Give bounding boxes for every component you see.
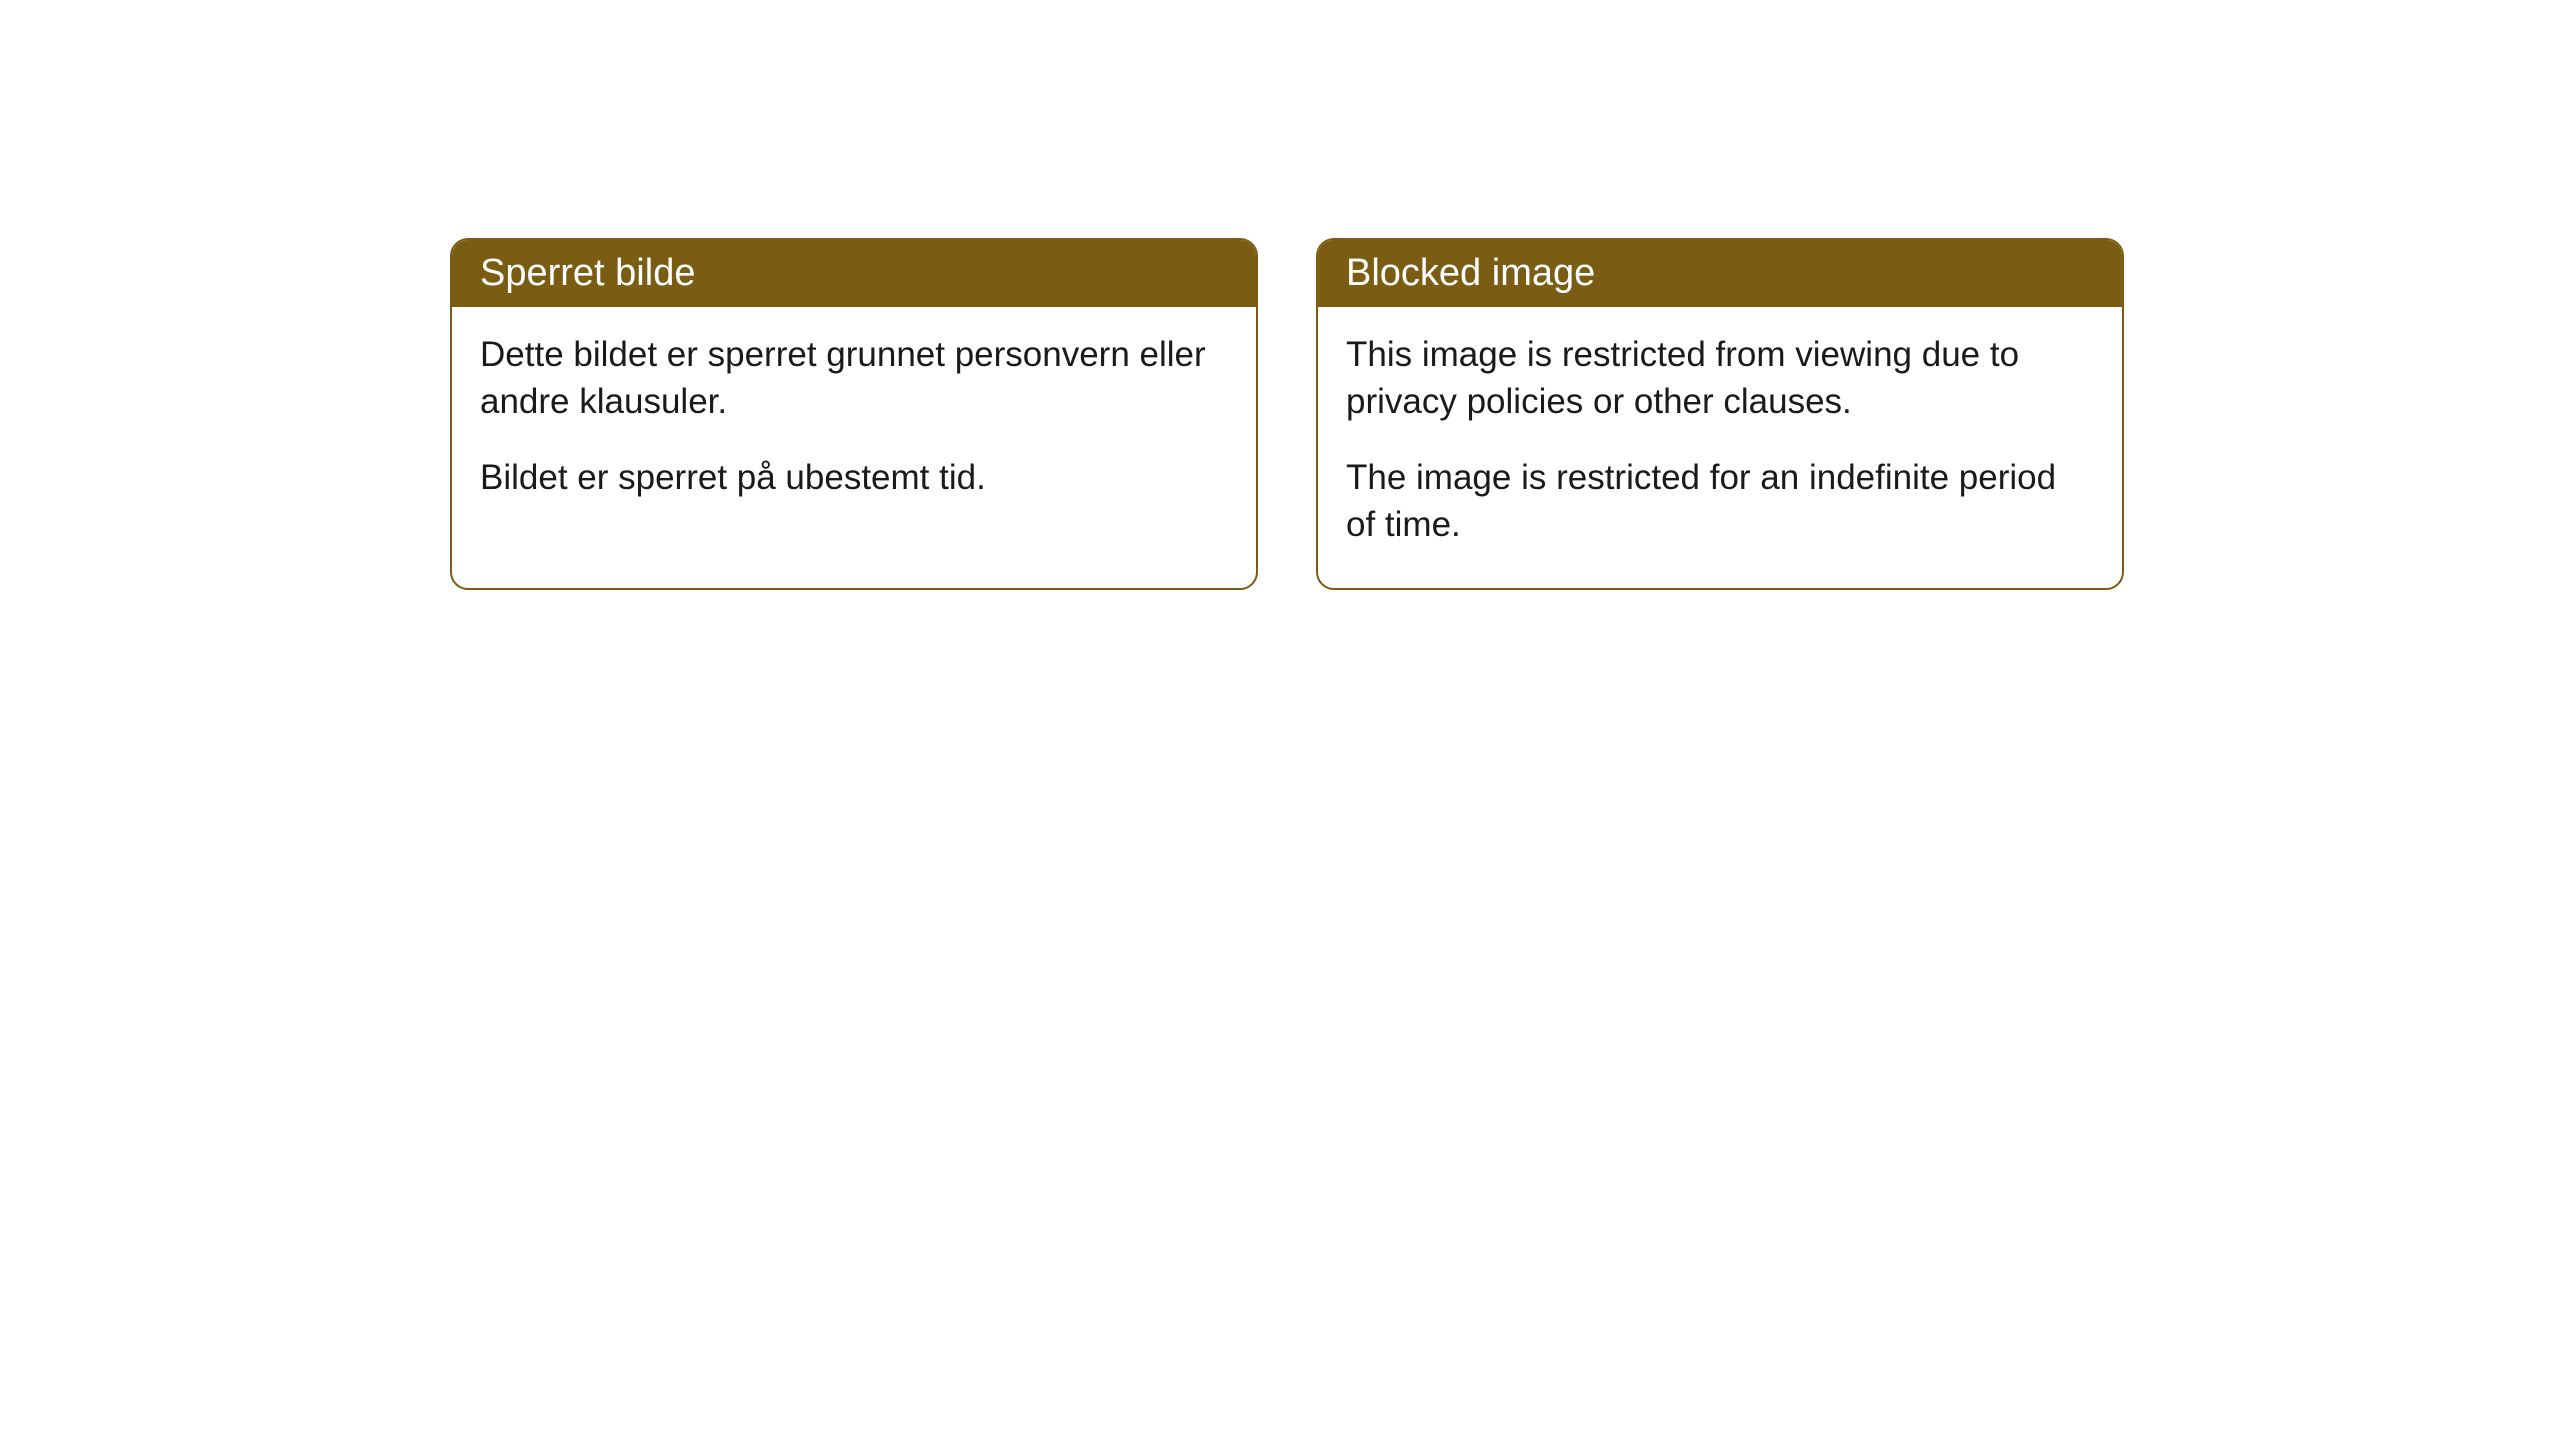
card-paragraph: Dette bildet er sperret grunnet personve… bbox=[480, 331, 1228, 426]
card-header: Sperret bilde bbox=[452, 240, 1256, 307]
cards-container: Sperret bilde Dette bildet er sperret gr… bbox=[450, 238, 2124, 590]
card-body: This image is restricted from viewing du… bbox=[1318, 307, 2122, 588]
card-header: Blocked image bbox=[1318, 240, 2122, 307]
card-paragraph: Bildet er sperret på ubestemt tid. bbox=[480, 454, 1228, 501]
blocked-image-card-norwegian: Sperret bilde Dette bildet er sperret gr… bbox=[450, 238, 1258, 590]
card-paragraph: The image is restricted for an indefinit… bbox=[1346, 454, 2094, 549]
blocked-image-card-english: Blocked image This image is restricted f… bbox=[1316, 238, 2124, 590]
card-paragraph: This image is restricted from viewing du… bbox=[1346, 331, 2094, 426]
card-title: Sperret bilde bbox=[480, 252, 695, 294]
card-body: Dette bildet er sperret grunnet personve… bbox=[452, 307, 1256, 541]
card-title: Blocked image bbox=[1346, 252, 1595, 294]
